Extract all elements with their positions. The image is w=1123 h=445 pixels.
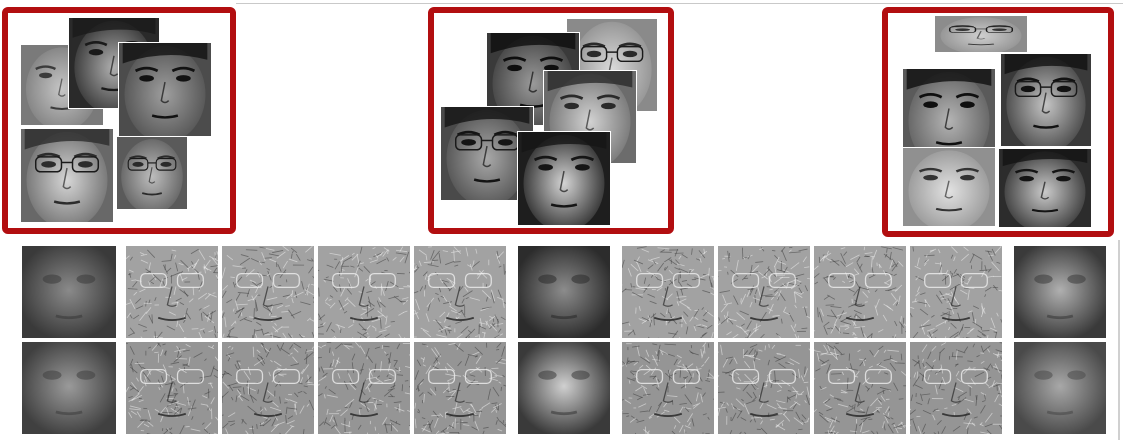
- residual-filter-tile: [414, 342, 506, 434]
- face-image: [998, 148, 1092, 228]
- mean-face-tile: [518, 246, 610, 338]
- residual-filter-tile: [718, 246, 810, 338]
- residual-filter-tile: [814, 246, 906, 338]
- residual-filter-tile: [222, 342, 314, 434]
- face-group-frame-1: [2, 7, 236, 234]
- face-group-frame-3: [882, 7, 1114, 237]
- face-image: [517, 131, 611, 226]
- face-image: [934, 15, 1028, 53]
- mean-face-tile: [22, 246, 116, 338]
- residual-filter-tile: [222, 246, 314, 338]
- residual-filter-tile: [622, 342, 714, 434]
- residual-filter-tile: [318, 342, 410, 434]
- face-image: [118, 42, 212, 137]
- top-rule: [236, 3, 1123, 4]
- mean-face-tile: [1014, 246, 1106, 338]
- residual-filter-tile: [718, 342, 810, 434]
- residual-filter-tile: [910, 342, 1002, 434]
- residual-filter-tile: [318, 246, 410, 338]
- face-group-frame-2: [428, 7, 674, 234]
- face-image: [440, 106, 534, 201]
- residual-filter-tile: [910, 246, 1002, 338]
- face-image: [116, 136, 188, 210]
- mean-face-tile: [518, 342, 610, 434]
- face-image: [20, 128, 114, 223]
- mean-face-tile: [22, 342, 116, 434]
- residual-filter-tile: [414, 246, 506, 338]
- residual-filter-tile: [814, 342, 906, 434]
- residual-filter-tile: [126, 342, 218, 434]
- right-edge-rule: [1118, 240, 1120, 440]
- residual-filter-tile: [622, 246, 714, 338]
- face-image: [902, 147, 996, 227]
- residual-filter-tile: [126, 246, 218, 338]
- face-image: [1000, 53, 1092, 147]
- mean-face-tile: [1014, 342, 1106, 434]
